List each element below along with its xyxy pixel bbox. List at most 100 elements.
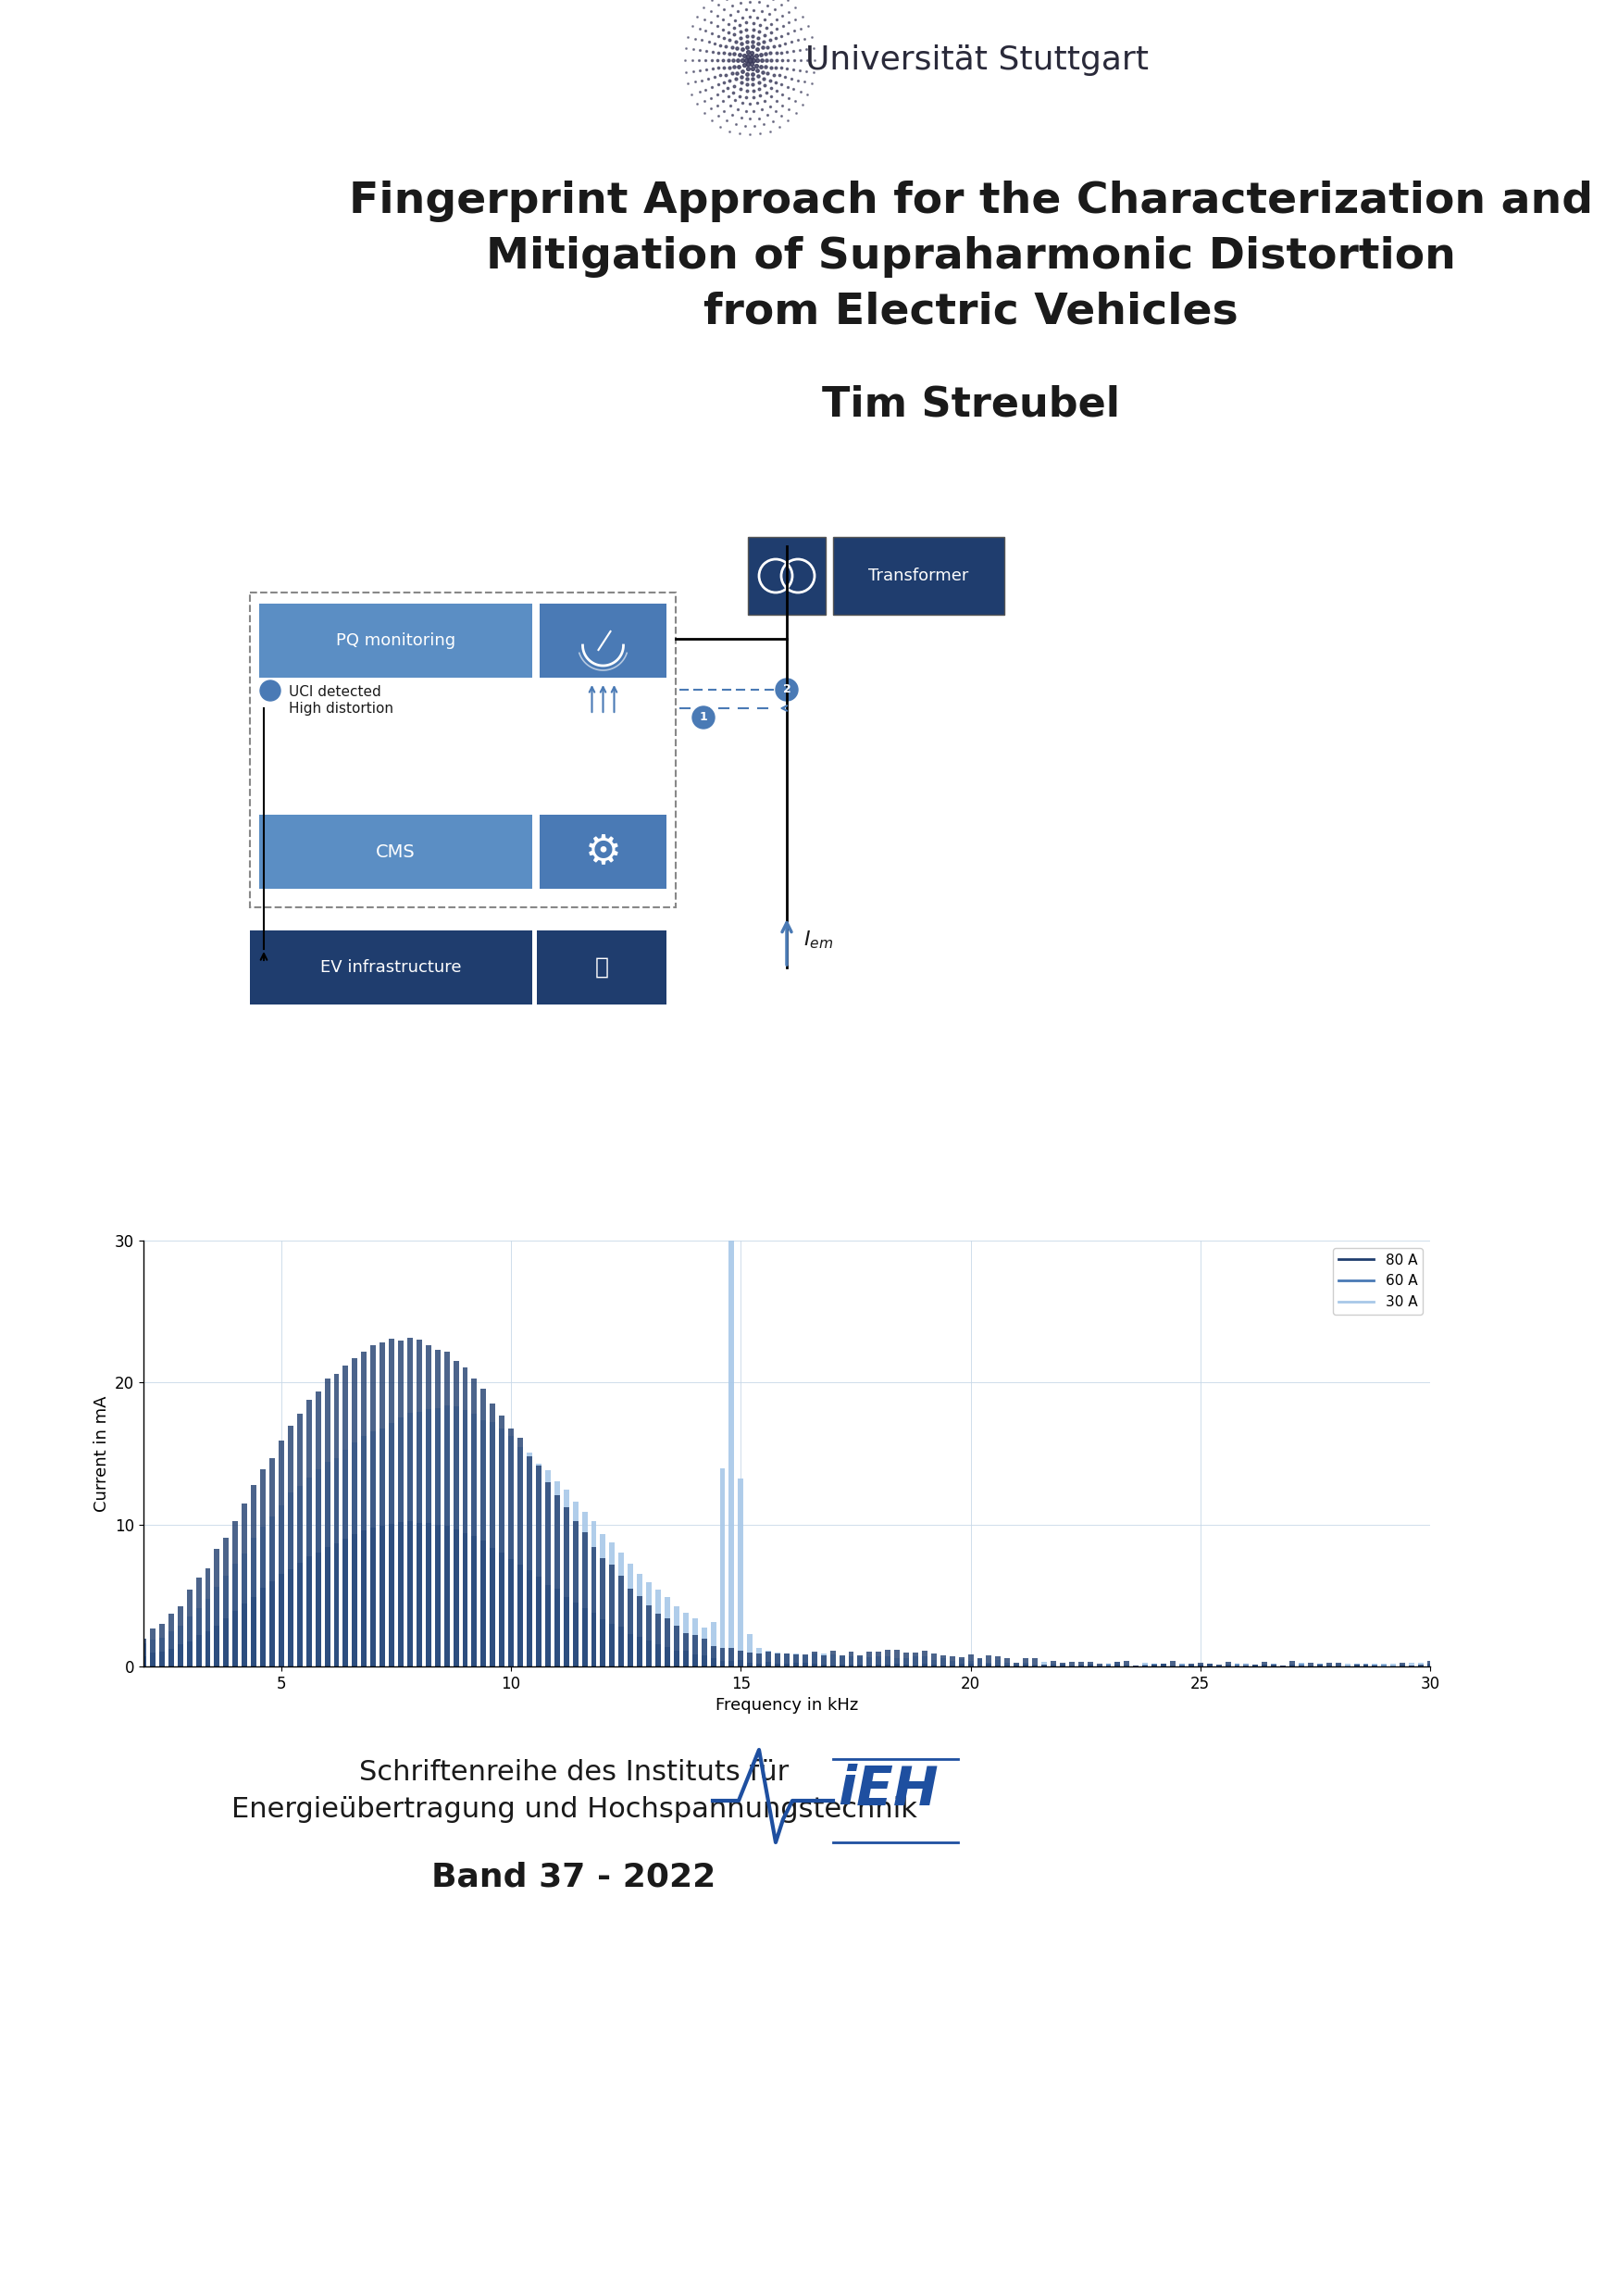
Bar	[785, 1653, 790, 1667]
Bar	[380, 1343, 385, 1667]
Bar	[555, 1589, 560, 1667]
Bar	[260, 1527, 265, 1667]
Bar	[325, 1378, 330, 1667]
Bar	[408, 1339, 413, 1667]
Bar	[1335, 1662, 1341, 1667]
Bar	[655, 1644, 660, 1667]
Bar	[527, 1451, 532, 1667]
Bar	[416, 1522, 422, 1667]
Bar	[316, 1469, 320, 1667]
Text: High distortion: High distortion	[288, 703, 393, 716]
Bar	[343, 1538, 348, 1667]
Bar	[987, 1665, 992, 1667]
Bar	[508, 1435, 515, 1667]
Bar	[618, 1552, 625, 1667]
Bar	[178, 1626, 183, 1667]
Bar	[141, 1639, 146, 1667]
Bar	[233, 1564, 238, 1667]
Bar	[435, 1407, 440, 1667]
Bar	[168, 1649, 173, 1667]
Bar	[278, 1506, 285, 1667]
Bar	[490, 1421, 495, 1667]
Text: 2: 2	[783, 684, 791, 696]
Bar	[1115, 1662, 1120, 1667]
Bar	[1160, 1665, 1167, 1667]
Bar	[536, 1577, 542, 1667]
Bar	[1078, 1662, 1084, 1667]
Bar	[490, 1403, 495, 1667]
Bar	[693, 1619, 697, 1667]
Bar	[582, 1531, 587, 1667]
Bar	[1427, 1665, 1434, 1667]
Bar	[1262, 1662, 1267, 1667]
Bar	[343, 1449, 348, 1667]
Bar	[498, 1552, 505, 1667]
Bar	[223, 1575, 228, 1667]
Bar	[1069, 1662, 1074, 1667]
Bar	[306, 1479, 312, 1667]
Text: Universität Stuttgart: Universität Stuttgart	[806, 44, 1149, 76]
Bar	[196, 1577, 201, 1667]
Bar	[361, 1531, 367, 1667]
Bar	[930, 1653, 937, 1667]
Bar	[1105, 1665, 1112, 1667]
Bar	[1272, 1665, 1277, 1667]
Bar	[793, 1653, 799, 1667]
Bar	[398, 1341, 403, 1667]
Bar	[563, 1508, 570, 1667]
Bar	[416, 1412, 422, 1667]
Bar	[1160, 1665, 1167, 1667]
Bar	[168, 1614, 173, 1667]
Bar	[858, 1655, 862, 1667]
Text: Tim Streubel: Tim Streubel	[822, 383, 1120, 425]
Bar	[1060, 1662, 1065, 1667]
Bar	[1023, 1662, 1029, 1667]
Bar	[895, 1658, 900, 1667]
Bar	[628, 1589, 633, 1667]
Bar	[205, 1568, 210, 1667]
Bar	[269, 1458, 275, 1667]
Bar	[159, 1637, 165, 1667]
FancyBboxPatch shape	[748, 537, 825, 615]
Bar	[545, 1587, 550, 1667]
Bar	[867, 1651, 872, 1667]
Bar	[591, 1548, 597, 1667]
Bar	[610, 1543, 615, 1667]
Bar	[628, 1635, 633, 1667]
Bar	[582, 1511, 587, 1667]
Bar	[1317, 1662, 1322, 1667]
Text: UCI detected: UCI detected	[288, 684, 382, 698]
Bar	[1152, 1665, 1157, 1667]
Bar	[1023, 1658, 1029, 1667]
Bar	[463, 1368, 468, 1667]
Bar	[251, 1598, 257, 1667]
Bar	[1362, 1665, 1369, 1667]
Bar	[987, 1655, 992, 1667]
Bar	[646, 1639, 652, 1667]
Bar	[186, 1642, 193, 1667]
Bar	[610, 1623, 615, 1667]
FancyBboxPatch shape	[833, 537, 1005, 615]
Bar	[1290, 1662, 1294, 1667]
Text: 1: 1	[699, 712, 707, 723]
Bar	[775, 1662, 780, 1667]
Bar	[1244, 1665, 1249, 1667]
Bar	[380, 1527, 385, 1667]
Bar	[563, 1490, 570, 1667]
Bar	[665, 1598, 670, 1667]
Bar	[738, 1479, 744, 1667]
Bar	[371, 1430, 375, 1667]
Bar	[398, 1522, 403, 1667]
Bar	[536, 1465, 542, 1667]
Bar	[968, 1653, 974, 1667]
Bar	[498, 1428, 505, 1667]
Bar	[481, 1419, 487, 1667]
Bar	[453, 1529, 458, 1667]
Bar	[1207, 1665, 1212, 1667]
Bar	[875, 1655, 882, 1667]
Bar	[693, 1655, 697, 1667]
Text: PQ monitoring: PQ monitoring	[337, 631, 456, 650]
Bar	[793, 1662, 799, 1667]
Bar	[803, 1655, 807, 1667]
Bar	[987, 1662, 992, 1667]
